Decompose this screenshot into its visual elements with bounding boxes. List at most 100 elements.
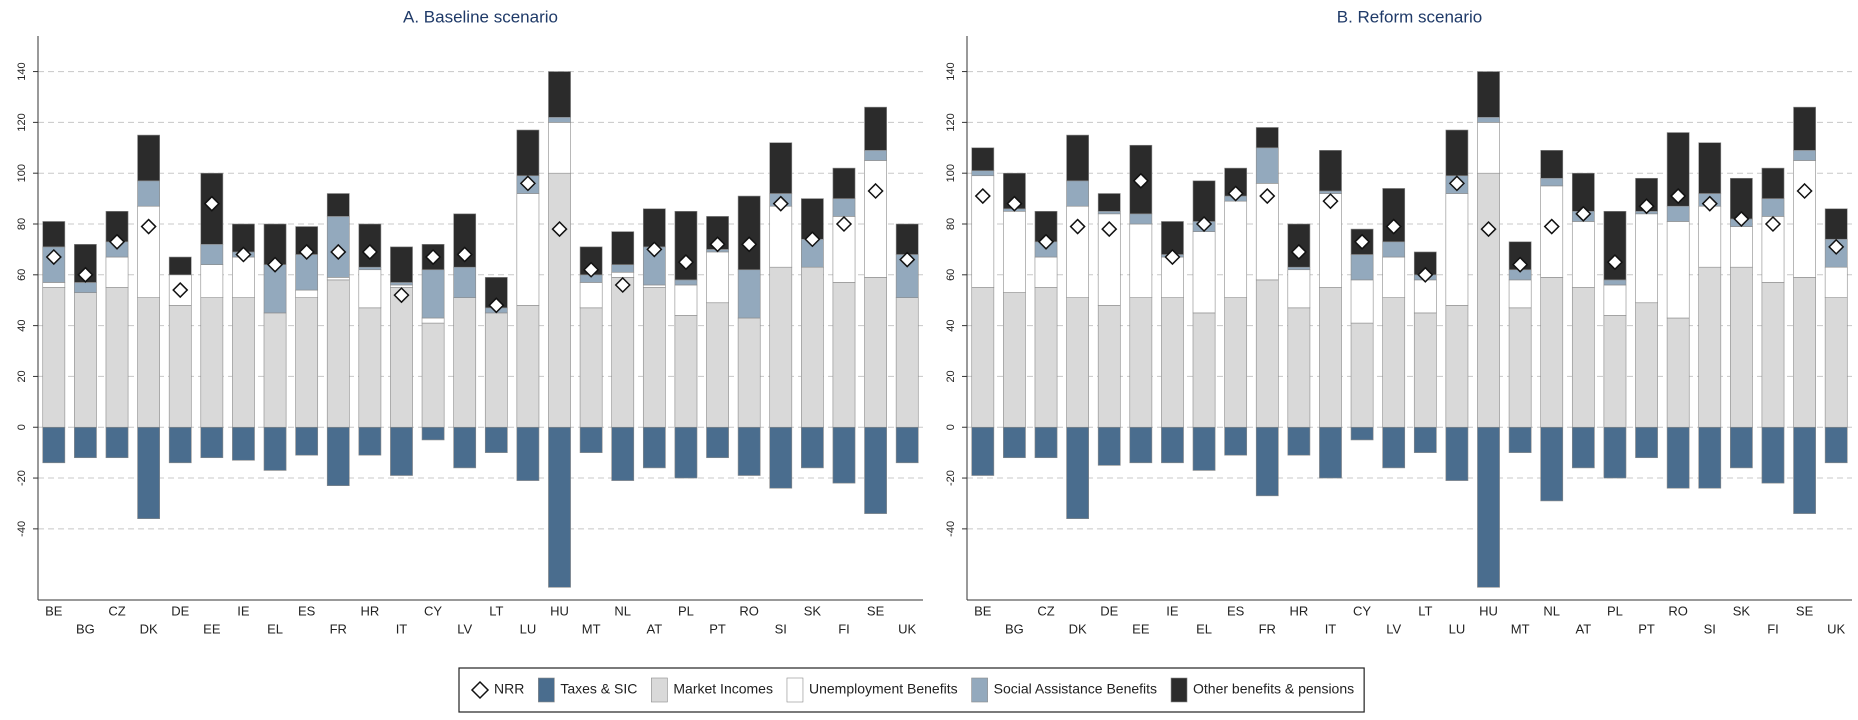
- y-tick-label: -20: [16, 470, 28, 486]
- bar-segment: [801, 266, 824, 428]
- bar-segment: [358, 426, 382, 456]
- nrr-marker: [1828, 238, 1845, 255]
- bar-segment: [1824, 208, 1848, 240]
- bar-segment: [421, 426, 445, 441]
- legend-marker: [470, 680, 490, 700]
- bar-segment: [674, 284, 698, 316]
- nrr-marker: [1164, 248, 1181, 266]
- bar-segment: [642, 426, 666, 469]
- bar-segment: [737, 269, 761, 319]
- bar-segment: [1129, 223, 1153, 298]
- bar-segment: [1445, 129, 1469, 177]
- bar-segment: [358, 269, 382, 309]
- bar-segment: [1003, 210, 1026, 293]
- bar-segment: [516, 426, 540, 481]
- bar-segment: [1034, 426, 1058, 459]
- bar-segment: [1129, 297, 1153, 428]
- bar-segment: [326, 193, 350, 217]
- bar-segment: [42, 426, 66, 464]
- bar-segment: [74, 426, 97, 459]
- y-tick-label: 0: [16, 424, 28, 430]
- nrr-marker: [1322, 193, 1339, 210]
- y-tick-label: 0: [945, 424, 957, 430]
- bar-segment: [674, 426, 698, 479]
- nrr-marker: [1195, 215, 1213, 233]
- x-tick-label: PL: [1607, 603, 1623, 618]
- nrr-marker: [867, 182, 884, 200]
- bar-segment: [1635, 426, 1658, 459]
- x-tick-label: MT: [1511, 621, 1530, 636]
- bar-segment: [1319, 426, 1342, 479]
- bar-segment: [1698, 266, 1722, 428]
- bar-segment: [1066, 426, 1089, 520]
- bar-segment: [1192, 231, 1216, 314]
- bar-segment: [1097, 304, 1121, 428]
- bar-segment: [1192, 312, 1216, 428]
- bar-segment: [1666, 317, 1690, 428]
- nrr-marker: [1701, 195, 1718, 212]
- bar-segment: [1793, 150, 1816, 161]
- bar-segment: [1761, 198, 1785, 217]
- x-tick-label: EE: [1132, 621, 1150, 636]
- bar-segment: [42, 287, 66, 428]
- bar-segment: [832, 426, 856, 484]
- bar-segment: [168, 426, 192, 464]
- bar-segment: [864, 150, 887, 161]
- y-tick-label: 60: [16, 269, 28, 281]
- bar-segment: [105, 256, 129, 288]
- bar-segment: [642, 284, 666, 288]
- y-tick-label: -40: [16, 521, 28, 537]
- x-tick-label: PT: [709, 621, 726, 636]
- bar-segment: [1445, 304, 1469, 428]
- x-tick-label: EL: [1196, 621, 1212, 636]
- x-tick-label: LV: [1386, 621, 1401, 636]
- nrr-marker: [77, 266, 94, 283]
- bar-segment: [1350, 279, 1374, 324]
- bar-segment: [1066, 297, 1089, 428]
- bar-segment: [1319, 150, 1342, 192]
- x-tick-label: SE: [867, 603, 885, 618]
- bar-segment: [1540, 177, 1564, 187]
- bar-segment: [1066, 134, 1089, 182]
- x-tick-label: LU: [520, 621, 537, 636]
- x-tick-label: SK: [1733, 603, 1751, 618]
- x-tick-label: DE: [1100, 603, 1118, 618]
- y-tick-label: -20: [945, 470, 957, 486]
- nrr-marker: [1417, 266, 1434, 283]
- bar-segment: [737, 195, 761, 271]
- x-tick-label: FI: [838, 621, 850, 636]
- bar-segment: [232, 256, 255, 298]
- bar-segment: [421, 322, 445, 428]
- nrr-marker: [172, 281, 189, 299]
- nrr-marker: [709, 236, 726, 253]
- bar-segment: [1287, 307, 1311, 428]
- x-tick-label: LT: [1418, 603, 1432, 618]
- bar-segment: [137, 180, 160, 207]
- x-tick-label: NL: [614, 603, 631, 618]
- x-tick-label: HU: [1479, 603, 1498, 618]
- bar-segment: [200, 426, 224, 459]
- bar-segment: [1571, 221, 1595, 288]
- y-tick-label: 140: [945, 62, 957, 80]
- bar-segment: [516, 129, 540, 177]
- nrr-marker: [330, 243, 347, 261]
- bar-segment: [1730, 266, 1753, 428]
- bar-segment: [358, 307, 382, 428]
- legend-label: Market Incomes: [673, 681, 773, 697]
- bar-segment: [1666, 221, 1690, 319]
- legend-swatch: [971, 677, 988, 703]
- nrr-marker: [235, 246, 252, 263]
- x-tick-label: IT: [1325, 621, 1337, 636]
- nrr-marker: [140, 218, 157, 235]
- nrr-marker: [456, 246, 473, 263]
- bar-segment: [864, 106, 887, 151]
- bar-segment: [1666, 426, 1690, 489]
- bar-segment: [1603, 426, 1627, 479]
- x-tick-label: SK: [804, 603, 822, 618]
- bar-segment: [971, 426, 995, 476]
- nrr-marker: [298, 243, 315, 261]
- bar-segment: [1824, 297, 1848, 428]
- bar-segment: [1540, 150, 1564, 179]
- bar-segment: [1287, 426, 1311, 456]
- x-tick-label: SE: [1796, 603, 1814, 618]
